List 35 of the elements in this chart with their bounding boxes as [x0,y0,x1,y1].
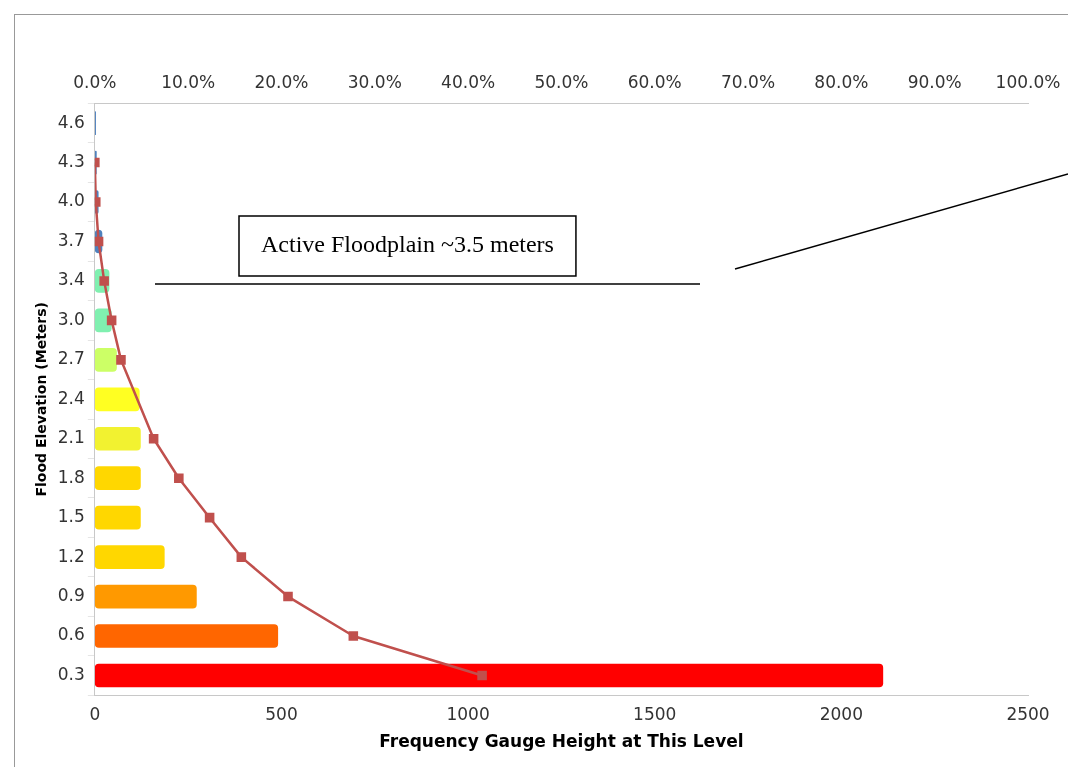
x-tick-label: 2500 [1006,703,1050,724]
y-tick-label: 3.4 [57,269,85,290]
y-tick-label: 1.8 [57,466,85,487]
y-tick-label: 0.9 [57,584,85,605]
x2-tick-label: 40.0% [441,71,496,92]
x-tick-label: 2000 [819,703,863,724]
x-axis-title: Frequency Gauge Height at This Level [379,731,744,752]
x-tick-label: 1000 [446,703,490,724]
x2-tick-label: 80.0% [814,71,869,92]
x2-tick-label: 20.0% [254,71,309,92]
y-tick-label: 4.3 [57,151,85,171]
y-tick-label: 2.1 [57,427,85,448]
x2-tick-label: 30.0% [347,71,402,92]
x-tick-label: 0 [89,703,101,724]
y-tick-label: 0.6 [57,624,85,645]
y-tick-label: 1.5 [57,506,85,527]
y-tick-label: 4.6 [57,111,85,132]
y-axis-title: Flood Elevation (Meters) [33,302,50,497]
x2-tick-label: 0.0% [73,71,117,92]
x2-tick-label: 10.0% [161,71,216,92]
y-tick-label: 2.4 [57,387,85,408]
y-tick-label: 3.7 [57,229,85,250]
y-tick-label: 3.0 [57,308,85,329]
y-tick-label: 1.2 [57,545,85,566]
x2-tick-label: 100.0% [995,71,1061,92]
y-tick-label: 2.7 [57,348,85,369]
ref-line-label: Active Floodplain ~3.5 meters [261,231,554,258]
x2-tick-label: 70.0% [721,71,776,92]
x2-tick-label: 50.0% [534,71,589,92]
x2-tick-label: 90.0% [907,71,962,92]
x-tick-label: 1500 [633,703,677,724]
x-tick-label: 500 [265,703,298,724]
y-tick-label: 0.3 [57,663,85,684]
y-tick-label: 4.0 [57,190,85,211]
x2-tick-label: 60.0% [627,71,682,92]
